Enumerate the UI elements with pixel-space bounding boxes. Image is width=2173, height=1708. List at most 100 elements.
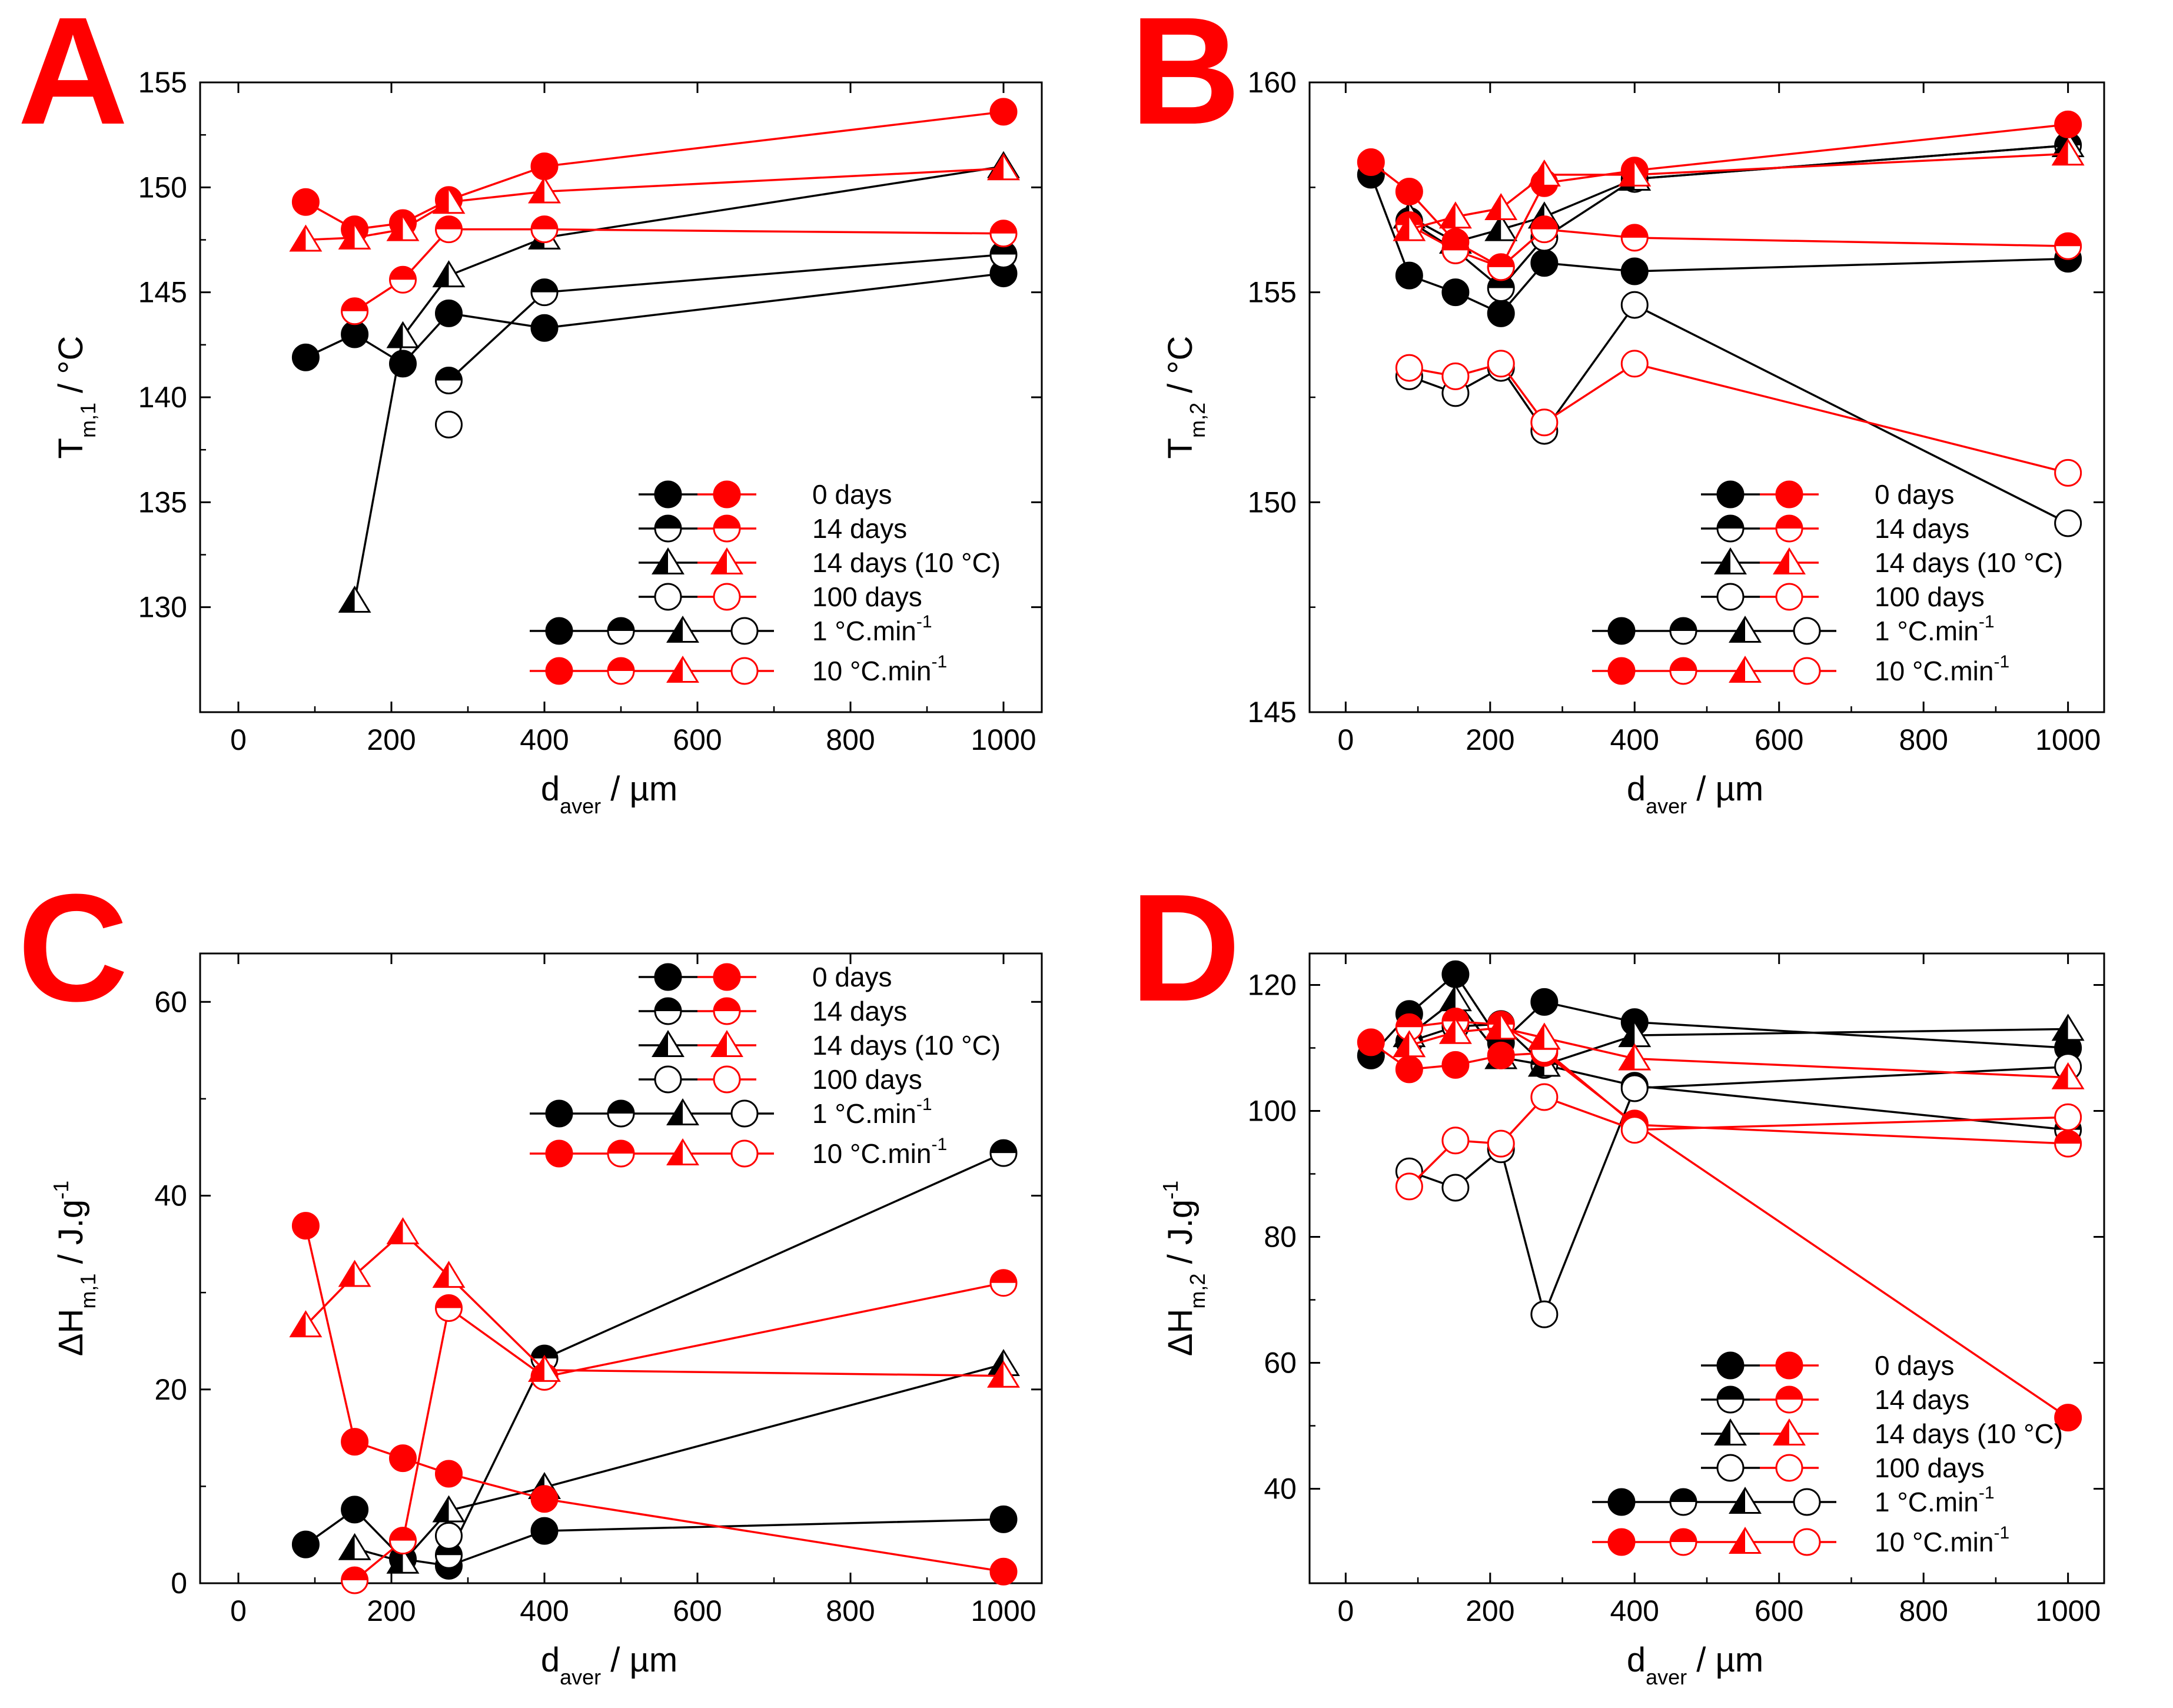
marker-circle-half-fill [991,1270,1016,1283]
marker-circle-half-fill [1670,618,1696,631]
legend-row: 14 days (10 °C) [1701,1418,2063,1449]
data-point [342,1429,368,1455]
x-tick-label: 0 [230,1594,247,1627]
data-point [390,1528,416,1554]
series-line [1371,974,2068,1055]
marker-circle-filled [655,481,681,507]
legend-row: 14 days [1701,513,1969,544]
data-point [1486,195,1516,220]
data-point [1443,1175,1468,1201]
x-tick-label: 400 [1610,1594,1659,1627]
x-tick-label: 200 [367,1594,416,1627]
marker-circle-open [1622,1075,1647,1101]
legend-marker-red [714,481,740,507]
marker-circle-filled [293,344,318,370]
marker-circle-filled [531,154,557,180]
marker-circle-half-fill [608,618,634,631]
marker-circle-filled [1609,1529,1634,1555]
legend-rate-marker [1794,1489,1820,1515]
y-tick-label: 80 [1264,1221,1297,1254]
data-point [342,321,368,347]
legend-label: 14 days [1875,513,1969,544]
marker-circle-half-fill [608,658,634,671]
data-point [1530,1024,1560,1049]
legend-marker-red [1775,1420,1805,1445]
legend-marker-red [1776,1455,1802,1481]
data-point [531,154,557,180]
data-point [1443,1052,1468,1078]
data-point [531,1486,557,1512]
data-point [2053,1015,2083,1040]
marker-circle-filled [436,300,462,326]
data-point [991,1506,1016,1532]
legend-label: 14 days (10 °C) [1875,547,2063,578]
marker-circle-open [732,618,757,644]
marker-circle-open [1488,351,1514,377]
legend-row: 14 days (10 °C) [639,547,1001,578]
legend-marker-black [1717,1455,1743,1481]
marker-circle-filled [1396,178,1422,204]
marker-circle-open [2055,1104,2081,1130]
legend-rate-label: 10 °C.min-1 [1875,652,2009,686]
marker-circle-filled [1396,1056,1422,1082]
legend-row: 14 days [639,513,907,544]
x-tick-label: 400 [520,1594,569,1627]
series-red-open [1396,351,2081,486]
data-point [2055,111,2081,137]
legend-label: 0 days [812,479,892,510]
marker-circle-open [1531,1301,1557,1327]
marker-circle-filled [293,189,318,215]
x-tick-label: 0 [1337,723,1354,756]
data-point [2055,1131,2081,1157]
data-point [1488,300,1514,326]
legend-rate-marker [1730,1528,1760,1553]
legend-rate-marker [1609,658,1634,684]
legend-marker-red [714,964,740,990]
marker-circle-open [436,411,462,437]
data-point [293,189,318,215]
legend-label: 0 days [1875,479,1955,510]
data-point [436,1523,462,1549]
marker-circle-open [436,1523,462,1549]
y-axis-label: Tm,2 / °C [1161,336,1210,459]
marker-circle-half-fill [1670,1529,1696,1542]
marker-circle-open [1622,1117,1647,1143]
panel-letter: D [1130,863,1241,1034]
legend-rate-label: 1 °C.min-1 [1875,612,1995,646]
data-point [390,267,416,293]
marker-circle-open [732,1101,757,1127]
marker-circle-half-fill [991,221,1016,234]
data-point [1622,1117,1647,1143]
marker-circle-filled [1776,481,1802,507]
marker-circle-filled [991,99,1016,125]
data-point [390,351,416,377]
series-black-tri [1394,132,2083,253]
legend-rate-label: 1 °C.min-1 [812,612,932,646]
y-tick-label: 155 [138,66,187,99]
marker-circle-filled [655,964,681,990]
legend-row: 100 days [1701,1453,1985,1483]
data-point [388,1219,418,1244]
legend-label: 100 days [812,581,922,612]
legend-rate-marker [1730,617,1760,642]
marker-circle-filled [714,964,740,990]
x-tick-label: 200 [1466,1594,1514,1627]
marker-circle-open [714,584,740,610]
data-point [340,587,370,612]
legend-rate-label: 10 °C.min-1 [1875,1523,2009,1557]
legend-label: 14 days (10 °C) [1875,1418,2063,1449]
data-series [1358,111,2083,536]
marker-circle-filled [1776,1353,1802,1378]
legend-rate-label: 10 °C.min-1 [812,652,947,686]
marker-circle-filled [390,1446,416,1471]
marker-circle-half-fill [991,1140,1016,1153]
y-tick-label: 130 [138,591,187,624]
x-axis-label: daver / µm [1627,1641,1763,1689]
legend-rate-marker [546,1141,572,1167]
marker-circle-open [1794,1529,1820,1555]
legend-rate-marker [546,1101,572,1127]
marker-circle-half-fill [1776,516,1802,529]
legend-rate-row: 10 °C.min-1 [530,652,947,686]
marker-circle-half-fill [1717,516,1743,529]
legend-row: 14 days [639,996,907,1026]
